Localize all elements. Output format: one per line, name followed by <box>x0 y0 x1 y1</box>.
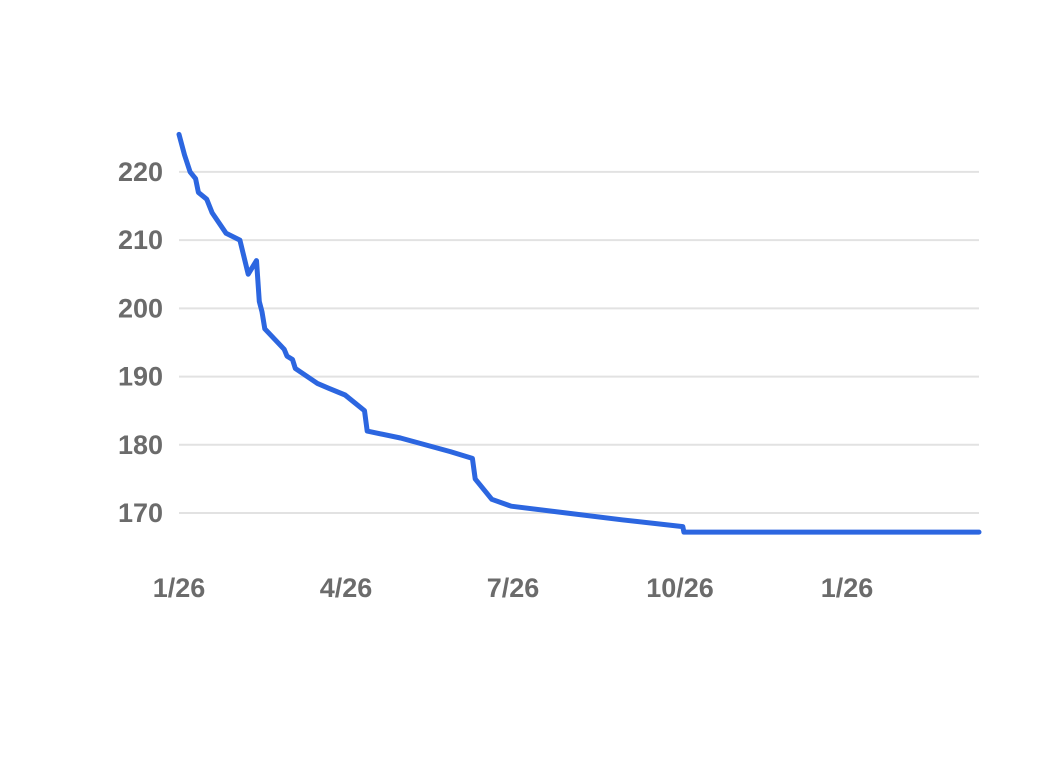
x-tick-label-4: 1/26 <box>821 573 874 603</box>
series-line-0 <box>176 131 982 535</box>
y-tick-label-190: 190 <box>118 362 163 392</box>
y-tick-label-210: 210 <box>118 225 163 255</box>
x-tick-label-3: 10/26 <box>646 573 714 603</box>
y-tick-label-200: 200 <box>118 293 163 323</box>
y-axis-ticks: 170 180 190 200 210 220 <box>118 157 163 528</box>
y-tick-label-180: 180 <box>118 430 163 460</box>
x-axis-ticks: 1/26 4/26 7/26 10/26 1/26 <box>153 573 874 603</box>
x-tick-label-1: 4/26 <box>320 573 373 603</box>
x-tick-label-2: 7/26 <box>487 573 540 603</box>
x-tick-label-0: 1/26 <box>153 573 206 603</box>
grid-lines <box>179 170 979 514</box>
y-tick-label-220: 220 <box>118 157 163 187</box>
y-tick-label-170: 170 <box>118 498 163 528</box>
series-lines <box>176 131 982 535</box>
